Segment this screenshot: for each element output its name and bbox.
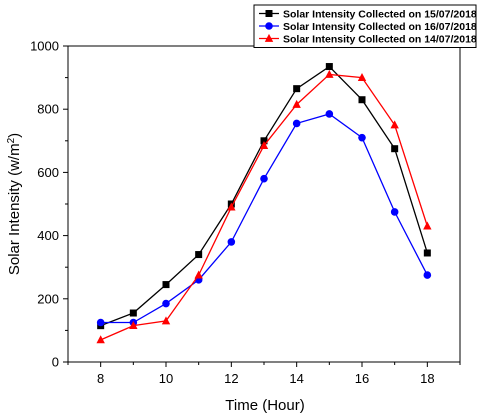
legend-item-1: Solar Intensity Collected on 15/07/2018 <box>259 9 477 21</box>
series-3-point-11 <box>194 270 203 279</box>
y-axis-title: Solar Intensity (w/m2) <box>6 133 24 275</box>
series-3-point-14 <box>292 99 301 108</box>
x-axis-title: Time (Hour) <box>225 397 304 414</box>
legend-marker-1 <box>265 10 273 17</box>
legend-item-2: Solar Intensity Collected on 16/07/2018 <box>259 21 477 33</box>
y-tick-label-800: 800 <box>37 102 59 117</box>
series-1-point-10 <box>162 281 170 289</box>
y-tick-label-1000: 1000 <box>30 39 59 54</box>
series-3-point-8 <box>96 335 105 344</box>
legend-label-1: Solar Intensity Collected on 15/07/2018 <box>283 9 477 21</box>
series-3-point-9 <box>129 321 138 330</box>
series-1-point-11 <box>195 251 203 259</box>
series-3-point-18 <box>423 221 432 230</box>
series-1-line <box>100 65 428 327</box>
y-tick-label-200: 200 <box>37 291 59 306</box>
series-3 <box>96 69 432 344</box>
axes: 8 10 12 14 16 18 0 200 400 600 800 1000 <box>30 39 461 386</box>
series-1-point-18 <box>423 249 431 257</box>
legend-marker-2 <box>265 22 273 30</box>
y-axis-title-superscript: 2 <box>6 137 17 143</box>
legend-item-3: Solar Intensity Collected on 14/07/2018 <box>259 34 477 46</box>
x-tick-label-10: 10 <box>159 371 173 386</box>
series-3-point-13 <box>259 140 269 149</box>
series-1-point-16 <box>358 96 366 104</box>
y-tick-label-0: 0 <box>52 355 59 370</box>
series-2-point-18 <box>423 271 432 279</box>
series-2-point-17 <box>390 208 399 216</box>
y-tick-label-600: 600 <box>37 165 59 180</box>
series-2-point-8 <box>96 318 105 327</box>
series-3-point-10 <box>161 316 171 325</box>
series-1-point-14 <box>293 85 301 93</box>
series-3-point-17 <box>390 120 399 129</box>
x-tick-label-12: 12 <box>224 371 238 386</box>
series-layer <box>96 63 432 344</box>
series-3-point-15 <box>325 69 334 78</box>
series-1-point-15 <box>325 63 333 71</box>
x-tick-label-18: 18 <box>420 371 434 386</box>
series-1-point-13 <box>260 137 268 145</box>
legend-label-2: Solar Intensity Collected on 16/07/2018 <box>283 21 477 33</box>
x-tick-label-8: 8 <box>97 371 104 386</box>
series-2 <box>96 110 432 327</box>
series-3-point-12 <box>227 202 236 211</box>
series-2-point-10 <box>162 299 170 308</box>
series-2-point-16 <box>358 133 366 142</box>
series-1-point-9 <box>129 309 137 317</box>
series-2-point-14 <box>292 119 301 128</box>
series-3-line <box>100 73 428 341</box>
x-tick-label-16: 16 <box>355 371 369 386</box>
x-tick-label-14: 14 <box>289 371 303 386</box>
y-tick-label-400: 400 <box>37 228 59 243</box>
series-2-point-12 <box>227 238 236 246</box>
series-1 <box>97 63 431 330</box>
legend-marker-3 <box>264 33 274 42</box>
series-2-point-13 <box>260 174 268 183</box>
legend-box <box>253 4 477 48</box>
legend: Solar Intensity Collected on 15/07/2018S… <box>253 4 477 48</box>
series-1-point-17 <box>391 145 399 153</box>
plot-frame <box>67 45 461 363</box>
y-axis-title-end: ) <box>6 133 23 138</box>
series-3-point-16 <box>357 73 367 81</box>
series-2-point-15 <box>325 110 334 118</box>
legend-label-3: Solar Intensity Collected on 14/07/2018 <box>283 34 477 46</box>
plot-area <box>67 45 461 363</box>
y-axis-title-main: Solar Intensity (w/m <box>6 143 23 275</box>
